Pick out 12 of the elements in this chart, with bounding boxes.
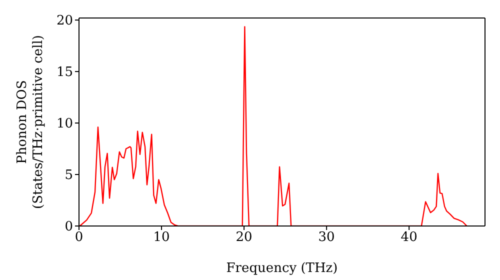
y-axis-title: Phonon DOS (States/THz·primitive cell) <box>15 34 46 210</box>
y-tick-label: 20 <box>56 14 73 29</box>
y-tick-label: 10 <box>56 116 73 132</box>
x-tick-label: 30 <box>318 230 335 246</box>
x-tick-label: 40 <box>400 230 418 246</box>
y-tick-label: 15 <box>56 65 73 80</box>
y-tick-label: 0 <box>64 220 73 235</box>
x-tick-label: 20 <box>236 230 252 246</box>
x-axis-title: Frequency (THz) <box>226 261 338 276</box>
x-tick-label: 0 <box>74 230 84 246</box>
y-tick-label: 5 <box>64 168 73 184</box>
x-tick-label: 10 <box>153 230 170 246</box>
